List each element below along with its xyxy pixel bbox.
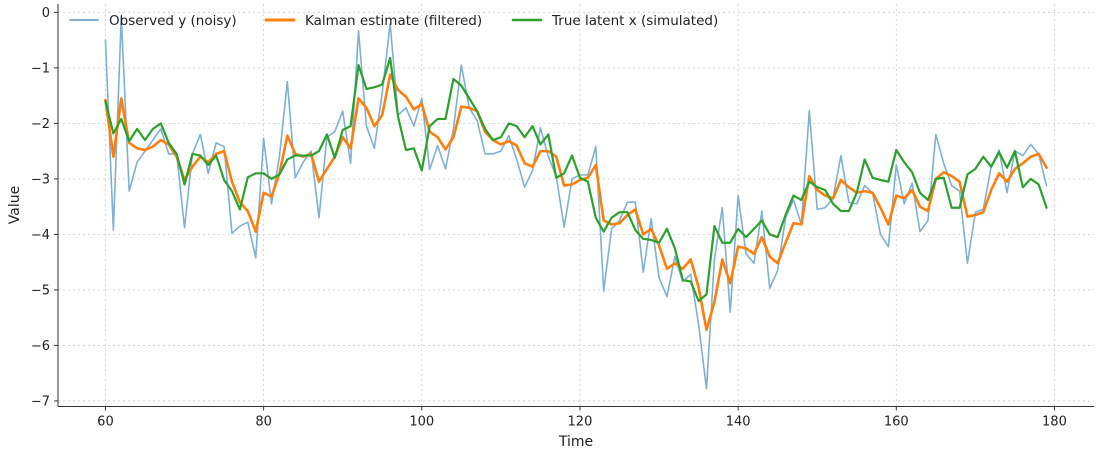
y-ticks: 0 −1 −2 −3 −4 −5 −6 −7 xyxy=(31,6,58,409)
x-tick-label: 160 xyxy=(884,415,909,430)
series-layer xyxy=(104,15,1048,390)
y-tick-label: −4 xyxy=(31,228,50,243)
series-line-true-latent-x-simulated xyxy=(104,56,1048,303)
x-tick-label: 180 xyxy=(1042,415,1067,430)
y-tick-label: −3 xyxy=(31,172,50,187)
x-tick-label: 80 xyxy=(255,415,272,430)
x-ticks: 60 80 100 120 140 160 180 xyxy=(97,406,1067,430)
grid xyxy=(58,4,1094,407)
y-axis-label: Value xyxy=(7,186,23,224)
legend: Observed y (noisy) Kalman estimate (filte… xyxy=(69,13,718,29)
x-axis-label: Time xyxy=(558,434,593,450)
y-tick-label: −6 xyxy=(31,339,50,354)
legend-label: Observed y (noisy) xyxy=(109,13,237,29)
series-line-observed-y-noisy xyxy=(104,15,1048,390)
series-line-kalman-estimate-filtered xyxy=(104,73,1048,332)
x-tick-label: 120 xyxy=(568,415,593,430)
x-tick-label: 100 xyxy=(409,415,434,430)
x-tick-label: 140 xyxy=(726,415,751,430)
y-tick-label: 0 xyxy=(42,6,50,21)
y-tick-label: −5 xyxy=(31,283,50,298)
axes xyxy=(57,4,1094,407)
legend-label: Kalman estimate (filtered) xyxy=(305,13,482,29)
y-tick-label: −2 xyxy=(31,117,50,132)
y-tick-label: −1 xyxy=(31,61,50,76)
legend-label: True latent x (simulated) xyxy=(551,13,718,29)
y-tick-label: −7 xyxy=(31,394,50,409)
x-tick-label: 60 xyxy=(97,415,114,430)
